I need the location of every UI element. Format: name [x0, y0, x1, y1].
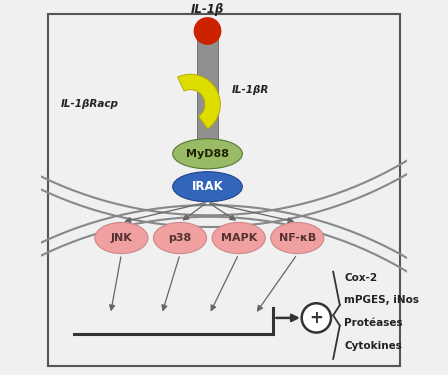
Ellipse shape	[172, 139, 242, 169]
Ellipse shape	[212, 222, 265, 254]
Ellipse shape	[154, 222, 207, 254]
Text: MAPK: MAPK	[220, 233, 257, 243]
Text: NF-κB: NF-κB	[279, 233, 316, 243]
Text: Cox-2: Cox-2	[344, 273, 377, 283]
FancyBboxPatch shape	[48, 15, 400, 366]
Wedge shape	[177, 74, 220, 129]
Text: mPGES, iNos: mPGES, iNos	[344, 296, 419, 305]
Text: IRAK: IRAK	[192, 180, 224, 193]
Ellipse shape	[172, 172, 242, 202]
Text: IL-1βR: IL-1βR	[231, 85, 269, 94]
Text: MyD88: MyD88	[186, 149, 229, 159]
Text: +: +	[310, 309, 323, 327]
Circle shape	[302, 303, 331, 333]
Text: p38: p38	[168, 233, 192, 243]
Text: Cytokines: Cytokines	[344, 341, 402, 351]
FancyBboxPatch shape	[197, 39, 218, 151]
Text: JNK: JNK	[111, 233, 132, 243]
Text: IL-1βRacp: IL-1βRacp	[61, 99, 119, 109]
Ellipse shape	[95, 222, 148, 254]
Ellipse shape	[271, 222, 324, 254]
Circle shape	[194, 18, 221, 44]
Text: Protéases: Protéases	[344, 318, 403, 328]
Text: IL-1β: IL-1β	[191, 3, 224, 16]
